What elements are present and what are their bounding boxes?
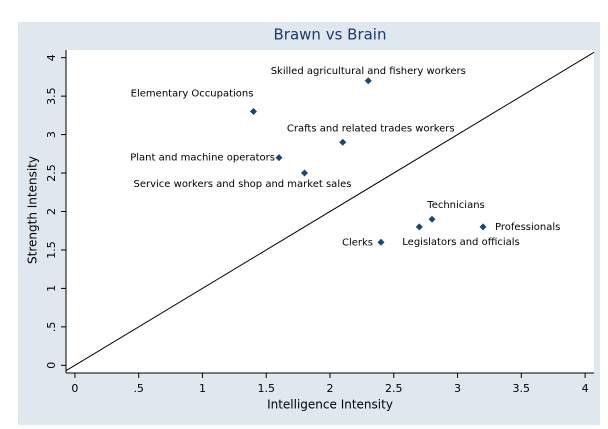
data-point (364, 77, 372, 85)
point-label: Clerks (342, 237, 373, 248)
point-label: Technicians (426, 200, 484, 211)
reference-line (65, 51, 595, 372)
point-label: Service workers and shop and market sale… (134, 179, 352, 190)
x-tick-label: 2.5 (385, 382, 403, 395)
point-label: Skilled agricultural and fishery workers (271, 66, 466, 77)
x-tick-label: 3 (454, 382, 461, 395)
x-tick-label: 4 (582, 382, 589, 395)
data-point (275, 154, 283, 162)
y-axis-label: Strength Intensity (26, 156, 40, 264)
x-tick-label: 2 (327, 382, 334, 395)
data-point (479, 223, 487, 231)
point-label: Legislators and officials (402, 237, 520, 248)
y-tick-label: 1.5 (45, 241, 58, 259)
y-tick-label: 4 (45, 54, 58, 61)
data-point (300, 169, 308, 177)
x-tick-label: 0 (71, 382, 78, 395)
y-tick-label: 0 (45, 362, 58, 369)
chart-title: Brawn vs Brain (274, 26, 387, 44)
data-point (415, 223, 423, 231)
y-tick-label: 3.5 (45, 87, 58, 105)
y-tick-label: 2 (45, 208, 58, 215)
y-tick-label: 3 (45, 131, 58, 138)
data-point (428, 215, 436, 223)
x-tick-label: 3.5 (513, 382, 531, 395)
point-label: Crafts and related trades workers (287, 123, 455, 134)
y-tick-label: .5 (45, 322, 58, 333)
point-label: Plant and machine operators (130, 153, 275, 164)
x-axis-label: Intelligence Intensity (267, 398, 393, 412)
x-tick-label: .5 (133, 382, 144, 395)
data-point (377, 238, 385, 246)
point-label: Elementary Occupations (131, 89, 254, 100)
x-tick-label: 1 (199, 382, 206, 395)
y-tick-label: 1 (45, 285, 58, 292)
x-tick-label: 1.5 (257, 382, 275, 395)
point-label: Professionals (495, 222, 560, 233)
y-tick-label: 2.5 (45, 164, 58, 182)
data-point (249, 108, 257, 116)
data-point (339, 138, 347, 146)
